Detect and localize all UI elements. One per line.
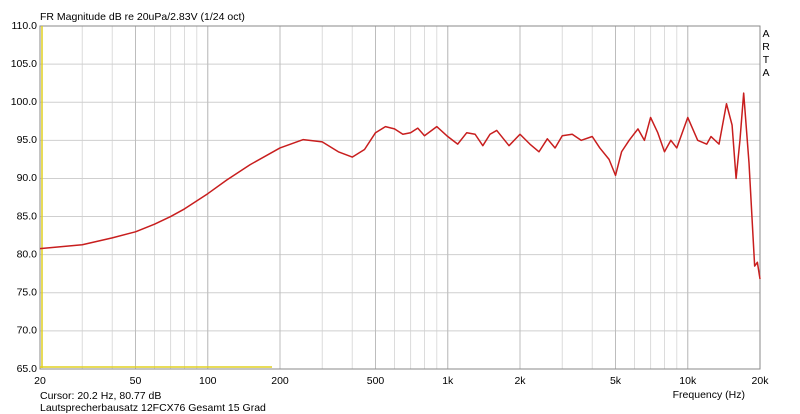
chart-title: FR Magnitude dB re 20uPa/2.83V (1/24 oct… [40, 11, 245, 23]
x-tick-label: 5k [610, 375, 622, 387]
y-tick-label: 110.0 [12, 20, 38, 32]
x-tick-label: 1k [442, 375, 454, 387]
x-tick-label: 100 [199, 375, 217, 387]
y-tick-label: 65.0 [17, 363, 38, 375]
x-tick-label: 10k [679, 375, 697, 387]
x-tick-label: 500 [367, 375, 385, 387]
y-tick-label: 95.0 [17, 134, 38, 146]
brand: ARTA [760, 28, 772, 80]
x-axis-label: Frequency (Hz) [673, 389, 745, 401]
y-tick-label: 75.0 [17, 287, 38, 299]
x-tick-label: 20k [752, 375, 770, 387]
x-tick-label: 200 [271, 375, 289, 387]
y-tick-label: 80.0 [17, 248, 38, 260]
y-tick-label: 105.0 [11, 58, 37, 70]
y-tick-label: 90.0 [17, 172, 38, 184]
y-tick-label: 70.0 [17, 325, 38, 337]
caption: Lautsprecherbausatz 12FCX76 Gesamt 15 Gr… [40, 402, 266, 414]
y-tick-label: 85.0 [17, 210, 38, 222]
x-tick-label: 20 [34, 375, 46, 387]
plot-border [39, 25, 761, 370]
fr-curve [39, 92, 761, 280]
cursor-readout: Cursor: 20.2 Hz, 80.77 dB [40, 390, 161, 402]
x-tick-label: 2k [514, 375, 526, 387]
x-tick-label: 50 [130, 375, 142, 387]
plot-area [40, 26, 760, 369]
y-tick-label: 100.0 [11, 96, 37, 108]
